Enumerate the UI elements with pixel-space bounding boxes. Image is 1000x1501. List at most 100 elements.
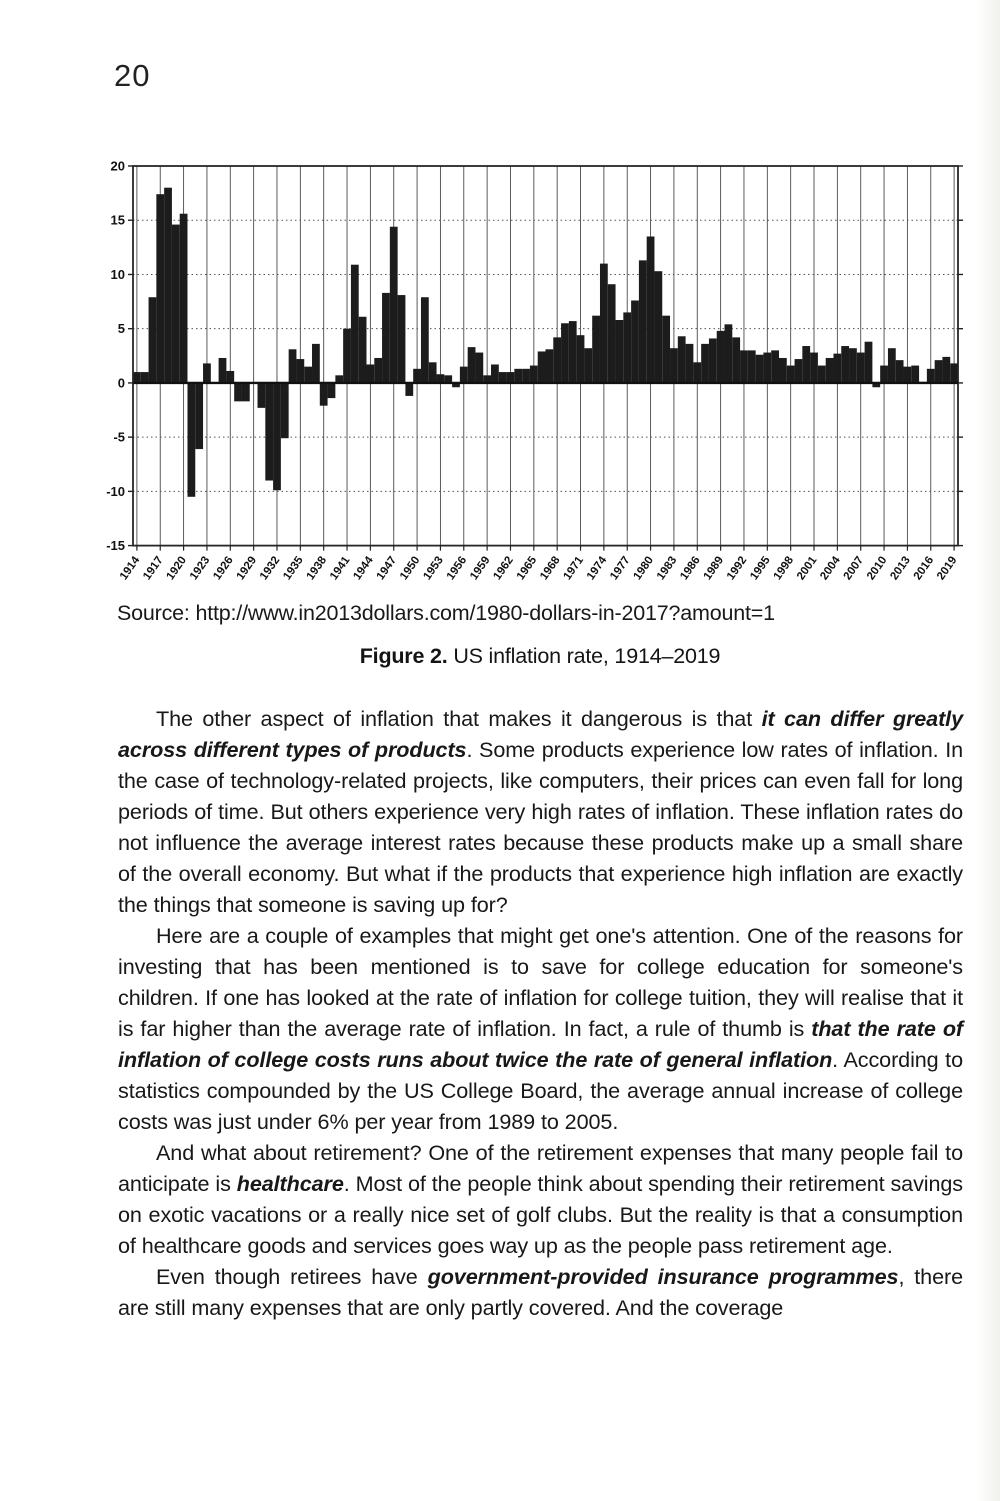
inflation-bar xyxy=(382,292,390,383)
x-axis-tick-label: 1983 xyxy=(655,554,680,582)
x-axis-tick-label: 2004 xyxy=(818,554,843,582)
inflation-bar xyxy=(444,375,453,383)
inflation-bar xyxy=(864,341,873,383)
inflation-bar xyxy=(841,346,850,383)
inflation-bar xyxy=(288,349,297,383)
x-axis-tick-label: 1914 xyxy=(118,554,143,582)
inflation-bar xyxy=(778,357,787,383)
x-axis-tick-label: 1968 xyxy=(538,554,563,582)
inflation-bar xyxy=(810,352,818,383)
y-axis-tick-label: -15 xyxy=(106,538,125,553)
inflation-bar xyxy=(638,260,647,383)
x-axis-tick-label: 1974 xyxy=(585,554,610,582)
x-axis-tick-label: 1953 xyxy=(421,554,446,582)
inflation-bar xyxy=(522,368,530,383)
inflation-bar xyxy=(677,336,686,383)
inflation-bar xyxy=(319,382,328,406)
body-text: The other aspect of inflation that makes… xyxy=(118,703,963,1323)
x-axis-tick-label: 1965 xyxy=(515,554,540,582)
emphasis-text: government-provided insurance programmes xyxy=(427,1264,899,1289)
figure-caption-label: Figure 2. xyxy=(359,644,448,668)
inflation-bar xyxy=(179,213,188,383)
inflation-bar xyxy=(195,382,204,450)
inflation-bar xyxy=(273,382,281,491)
inflation-bar xyxy=(234,382,242,402)
inflation-bar xyxy=(833,353,842,383)
x-axis-tick-label: 1977 xyxy=(608,554,633,582)
x-axis-tick-label: 2010 xyxy=(865,554,890,582)
inflation-bar xyxy=(358,316,367,383)
x-axis-tick-label: 2013 xyxy=(888,554,913,582)
inflation-bar xyxy=(786,365,795,383)
inflation-bar xyxy=(257,382,266,408)
inflation-bar xyxy=(771,350,779,383)
inflation-bar xyxy=(732,337,741,383)
inflation-bar xyxy=(623,312,632,383)
x-axis-tick-label: 1926 xyxy=(211,554,236,582)
y-axis-tick-label: 10 xyxy=(111,267,125,282)
x-axis-tick-label: 1980 xyxy=(632,554,657,582)
inflation-bar xyxy=(171,224,180,383)
inflation-bar xyxy=(389,226,398,383)
y-axis-tick-label: 15 xyxy=(111,213,125,228)
inflation-bar xyxy=(895,360,904,383)
inflation-bar xyxy=(436,374,445,383)
inflation-bar xyxy=(327,382,336,399)
x-axis-tick-label: 2007 xyxy=(842,554,867,582)
x-axis-tick-label: 1995 xyxy=(748,554,773,582)
inflation-bar xyxy=(747,350,756,383)
inflation-bar xyxy=(607,284,616,383)
x-axis-tick-label: 2019 xyxy=(935,554,960,582)
inflation-bar xyxy=(654,271,663,383)
inflation-bar xyxy=(506,372,515,383)
inflation-bar xyxy=(662,315,671,383)
inflation-bar-chart: 20 15 10 5 0 -5 -10 -15191419171920192319261929… xyxy=(106,159,963,582)
inflation-bar xyxy=(164,187,172,383)
inflation-bar xyxy=(335,375,344,383)
x-axis-tick-label: 1956 xyxy=(445,554,470,582)
x-axis-tick-label: 1932 xyxy=(258,554,283,582)
figure-chart: 20 15 10 5 0 -5 -10 -15 1914 1917 1920 1923 1926 1929… xyxy=(100,152,980,602)
inflation-bar xyxy=(708,338,717,383)
x-axis-tick-label: 1950 xyxy=(398,554,423,582)
y-axis-tick-label: 5 xyxy=(118,321,125,336)
inflation-bar xyxy=(693,362,702,383)
emphasis-text: it can differ greatly across different t… xyxy=(118,706,963,762)
inflation-bar xyxy=(265,382,274,481)
body-paragraph: Here are a couple of examples that might… xyxy=(118,923,963,1134)
inflation-bar xyxy=(226,370,235,383)
inflation-bar xyxy=(350,264,359,383)
inflation-bar xyxy=(428,362,437,383)
inflation-bar xyxy=(568,321,577,383)
inflation-bar xyxy=(374,357,383,383)
inflation-bar xyxy=(514,368,523,383)
inflation-bar xyxy=(397,295,406,383)
x-axis-tick-label: 2001 xyxy=(795,554,820,582)
inflation-bar xyxy=(140,372,149,383)
inflation-bar xyxy=(537,351,546,383)
x-axis-tick-label: 1986 xyxy=(678,554,703,582)
page-number: 20 xyxy=(114,58,151,93)
emphasis-text: healthcare xyxy=(236,1171,344,1196)
inflation-bar xyxy=(934,360,943,383)
inflation-bar xyxy=(670,348,678,383)
inflation-bar xyxy=(467,347,476,383)
inflation-bar xyxy=(856,352,865,383)
x-axis-tick-label: 1938 xyxy=(305,554,330,582)
inflation-bar xyxy=(133,372,141,383)
inflation-bar xyxy=(584,348,593,383)
inflation-bar xyxy=(716,330,725,383)
x-axis-tick-label: 1944 xyxy=(351,554,376,582)
x-axis-tick-label: 1917 xyxy=(141,554,166,582)
inflation-bar xyxy=(218,357,227,383)
y-axis-tick-label: -5 xyxy=(113,430,125,445)
inflation-bar xyxy=(755,354,764,383)
inflation-bar xyxy=(475,352,484,383)
inflation-bar xyxy=(903,366,912,383)
inflation-bar xyxy=(646,236,655,383)
inflation-bar xyxy=(459,366,468,383)
inflation-bar xyxy=(187,382,196,497)
inflation-bar xyxy=(592,315,600,383)
inflation-bar xyxy=(413,368,421,383)
inflation-bar xyxy=(724,324,733,383)
